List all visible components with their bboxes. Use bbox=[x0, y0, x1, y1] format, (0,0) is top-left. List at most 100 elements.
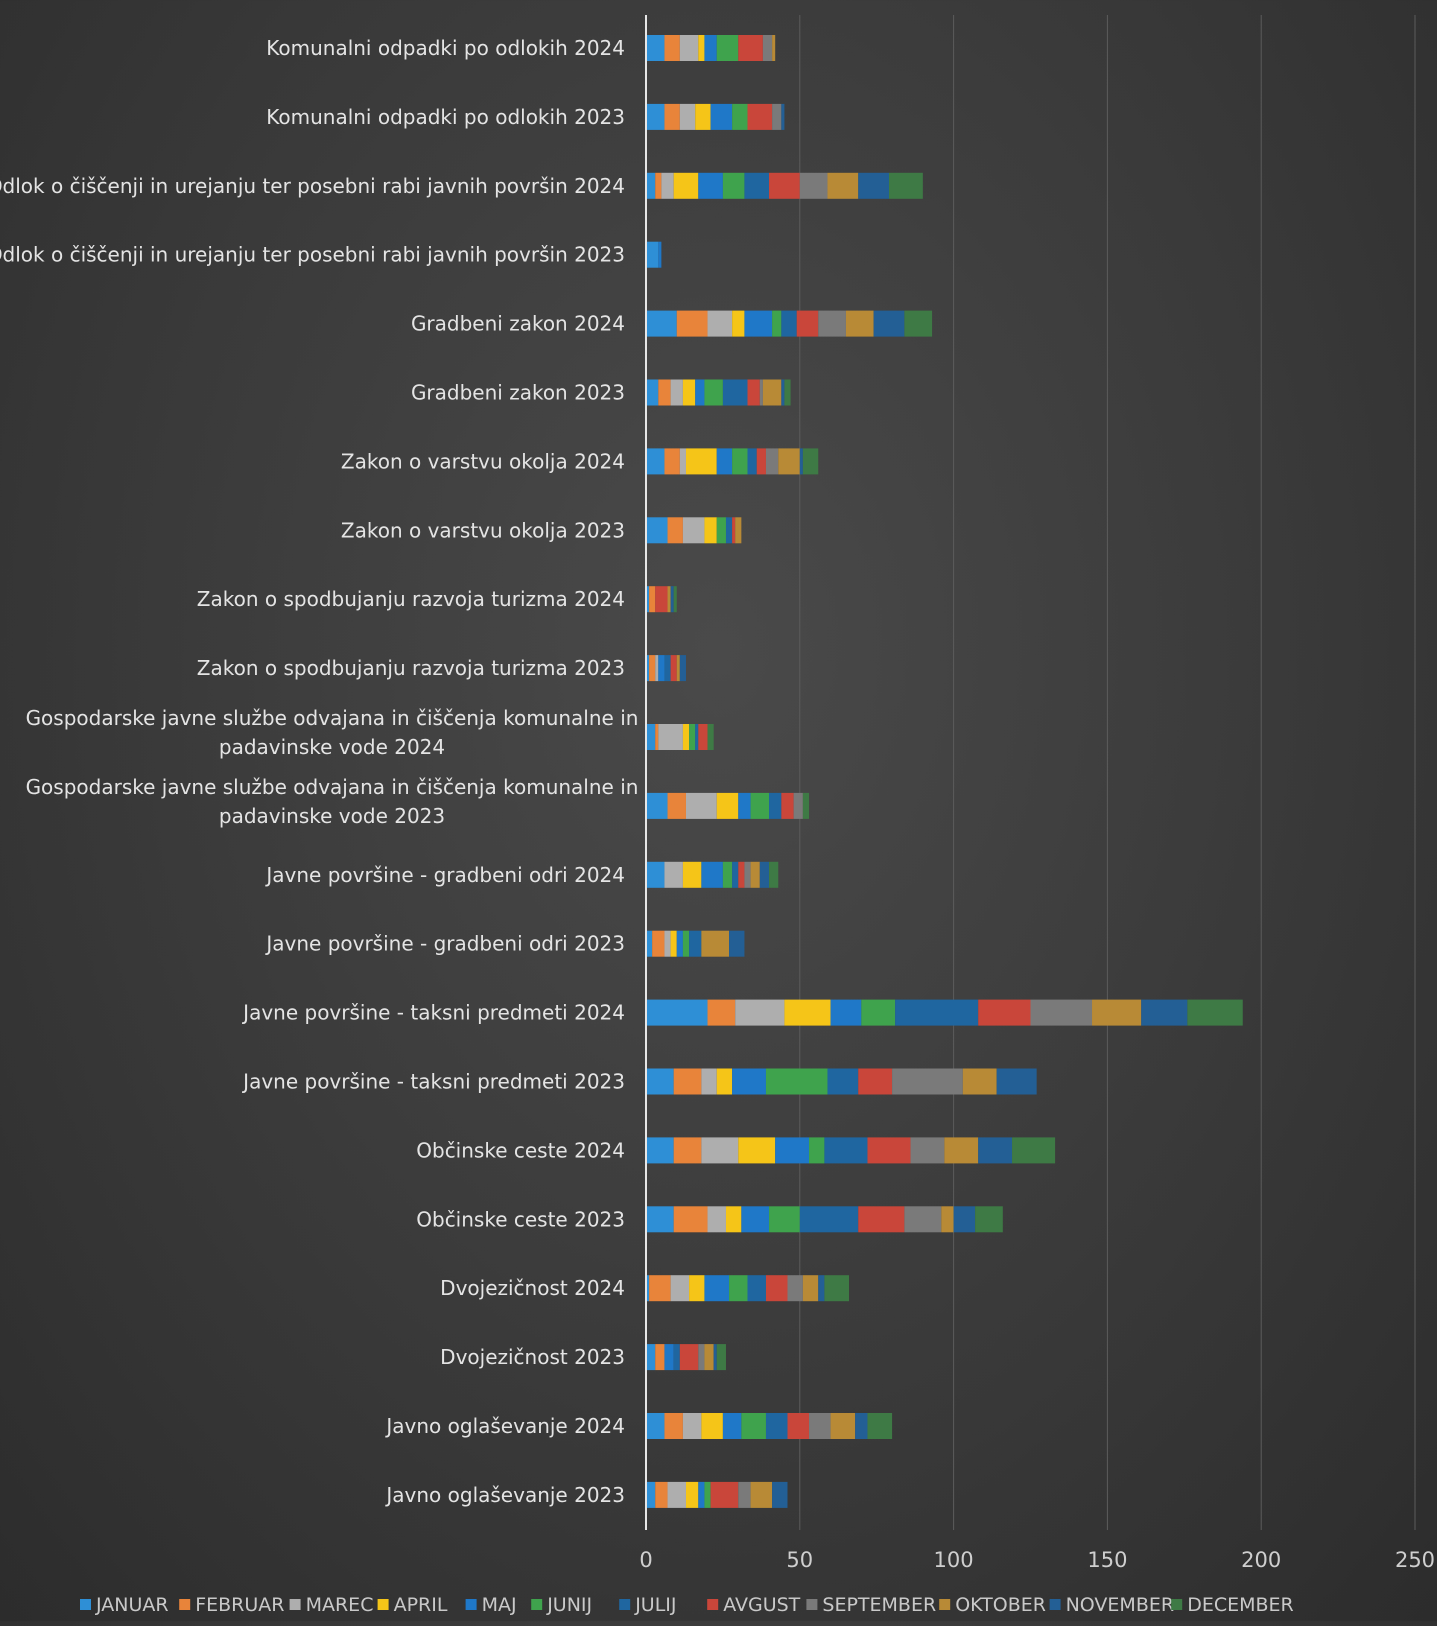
bar-segment-julij bbox=[695, 724, 699, 750]
bar-segment-oktober bbox=[750, 861, 760, 888]
legend-swatch bbox=[377, 1599, 389, 1610]
legend-swatch bbox=[179, 1599, 191, 1610]
bar-segment-maj bbox=[722, 1413, 742, 1439]
category-label: Odlok o čiščenji in urejanju ter posebni… bbox=[0, 174, 625, 198]
bar-segment-november bbox=[781, 379, 785, 406]
bar-segment-avgust bbox=[781, 792, 794, 819]
bar-segment-julij bbox=[824, 1137, 868, 1164]
bar-segment-oktober bbox=[667, 586, 671, 613]
legend-swatch bbox=[806, 1599, 818, 1610]
bar-segment-oktober bbox=[944, 1137, 979, 1164]
bar-segment-marec bbox=[735, 999, 785, 1026]
bar-segment-februar bbox=[652, 930, 665, 957]
legend-swatch bbox=[289, 1599, 301, 1610]
bar-segment-februar bbox=[655, 1481, 668, 1508]
bar-segment-september bbox=[787, 1275, 803, 1302]
bar-segment-april bbox=[704, 517, 717, 544]
bar-segment-avgust bbox=[655, 586, 668, 613]
bar-segment-april bbox=[673, 172, 699, 199]
bar-segment-avgust bbox=[787, 1413, 810, 1439]
x-tick-label: 50 bbox=[786, 1548, 813, 1572]
bar-segment-februar bbox=[649, 655, 656, 682]
bar-segment-avgust bbox=[867, 1137, 911, 1164]
bar-segment-september bbox=[809, 1413, 831, 1439]
bar-segment-september bbox=[738, 1481, 751, 1508]
bar-segment-avgust bbox=[747, 379, 760, 406]
x-tick-label: 150 bbox=[1087, 1548, 1127, 1572]
bar-segment-julij bbox=[765, 1413, 788, 1439]
legend-swatch bbox=[939, 1599, 951, 1610]
bar-segment-januar bbox=[646, 1481, 656, 1508]
bar-segment-april bbox=[725, 1206, 742, 1233]
bar-segment-januar bbox=[646, 586, 650, 613]
gridlines bbox=[799, 15, 1416, 1530]
bar-segment-julij bbox=[769, 792, 782, 819]
bar-segment-november bbox=[873, 310, 905, 337]
bar-segment-maj bbox=[676, 930, 683, 957]
bar-segment-november bbox=[978, 1137, 1013, 1164]
legend-swatch bbox=[1171, 1599, 1183, 1610]
bar-segment-januar bbox=[646, 724, 656, 750]
legend-label: MAJ bbox=[482, 1594, 517, 1616]
bar-segment-avgust bbox=[978, 999, 1031, 1026]
bar-segment-september bbox=[762, 35, 773, 61]
bar-segment-november bbox=[855, 1413, 868, 1439]
category-label: padavinske vode 2024 bbox=[219, 735, 445, 759]
bar-segment-avgust bbox=[732, 517, 736, 544]
bar-segment-avgust bbox=[698, 724, 708, 750]
legend: JANUAR FEBRUAR MAREC APRIL MAJ JUNIJ JULIJ AVGU… bbox=[80, 1594, 1294, 1616]
bar-segment-julij bbox=[744, 172, 770, 199]
bar-segment-avgust bbox=[796, 310, 819, 337]
bar-segment-avgust bbox=[679, 1344, 699, 1371]
legend-label: DECEMBER bbox=[1187, 1594, 1294, 1616]
bar-segment-marec bbox=[679, 448, 686, 475]
category-label: Zakon o varstvu okolja 2024 bbox=[341, 449, 625, 473]
bar-segment-maj bbox=[710, 103, 733, 130]
category-label: Gospodarske javne službe odvajana in čiš… bbox=[26, 775, 639, 799]
category-label: Odlok o čiščenji in urejanju ter posebni… bbox=[0, 243, 625, 267]
category-label: Gospodarske javne službe odvajana in čiš… bbox=[26, 706, 639, 730]
bar-segment-avgust bbox=[738, 35, 763, 61]
bar-segment-marec bbox=[701, 1068, 717, 1095]
bar-segment-junij bbox=[732, 448, 748, 475]
category-label: Zakon o spodbujanju razvoja turizma 2023 bbox=[197, 656, 625, 680]
bar-segment-december bbox=[889, 172, 923, 199]
bar-segment-junij bbox=[765, 1068, 828, 1095]
bar-segment-marec bbox=[658, 724, 683, 750]
bar-segment-maj bbox=[738, 792, 751, 819]
bar-segment-avgust bbox=[738, 861, 745, 888]
bar-segment-november bbox=[996, 1068, 1037, 1095]
bar-segment-avgust bbox=[756, 448, 766, 475]
category-label: Zakon o spodbujanju razvoja turizma 2024 bbox=[197, 587, 625, 611]
bar-segment-marec bbox=[655, 655, 659, 682]
bar-segment-marec bbox=[667, 1481, 686, 1508]
bar-segment-avgust bbox=[858, 1206, 905, 1233]
bar-segment-februar bbox=[655, 1344, 665, 1371]
bar-segment-junij bbox=[704, 1481, 711, 1508]
bar-segment-april bbox=[716, 792, 739, 819]
bar-segment-junij bbox=[861, 999, 896, 1026]
bar-segment-oktober bbox=[845, 310, 874, 337]
bar-segment-januar bbox=[646, 241, 659, 268]
legend-label: FEBRUAR bbox=[195, 1594, 284, 1616]
bar-segment-maj bbox=[704, 1275, 730, 1302]
bar-segment-september bbox=[793, 792, 803, 819]
bar-segment-julij bbox=[732, 861, 739, 888]
bar-segment-marec bbox=[670, 1275, 690, 1302]
bar-segment-januar bbox=[646, 655, 650, 682]
x-tick-label: 0 bbox=[639, 1548, 652, 1572]
bar-segment-oktober bbox=[772, 35, 776, 61]
legend-swatch bbox=[465, 1599, 477, 1610]
category-label: Gradbeni zakon 2024 bbox=[411, 312, 625, 336]
bar-segment-november bbox=[818, 1275, 825, 1302]
bar-segment-november bbox=[1141, 999, 1188, 1026]
bar-segment-avgust bbox=[670, 655, 677, 682]
bar-segment-september bbox=[910, 1137, 945, 1164]
bar-segment-april bbox=[784, 999, 831, 1026]
bar-segment-marec bbox=[685, 792, 717, 819]
bar-segment-februar bbox=[664, 35, 680, 61]
bar-segment-december bbox=[975, 1206, 1003, 1233]
bar-segment-september bbox=[759, 379, 763, 406]
bar-segment-marec bbox=[679, 103, 696, 130]
legend-label: MAREC bbox=[306, 1594, 374, 1616]
